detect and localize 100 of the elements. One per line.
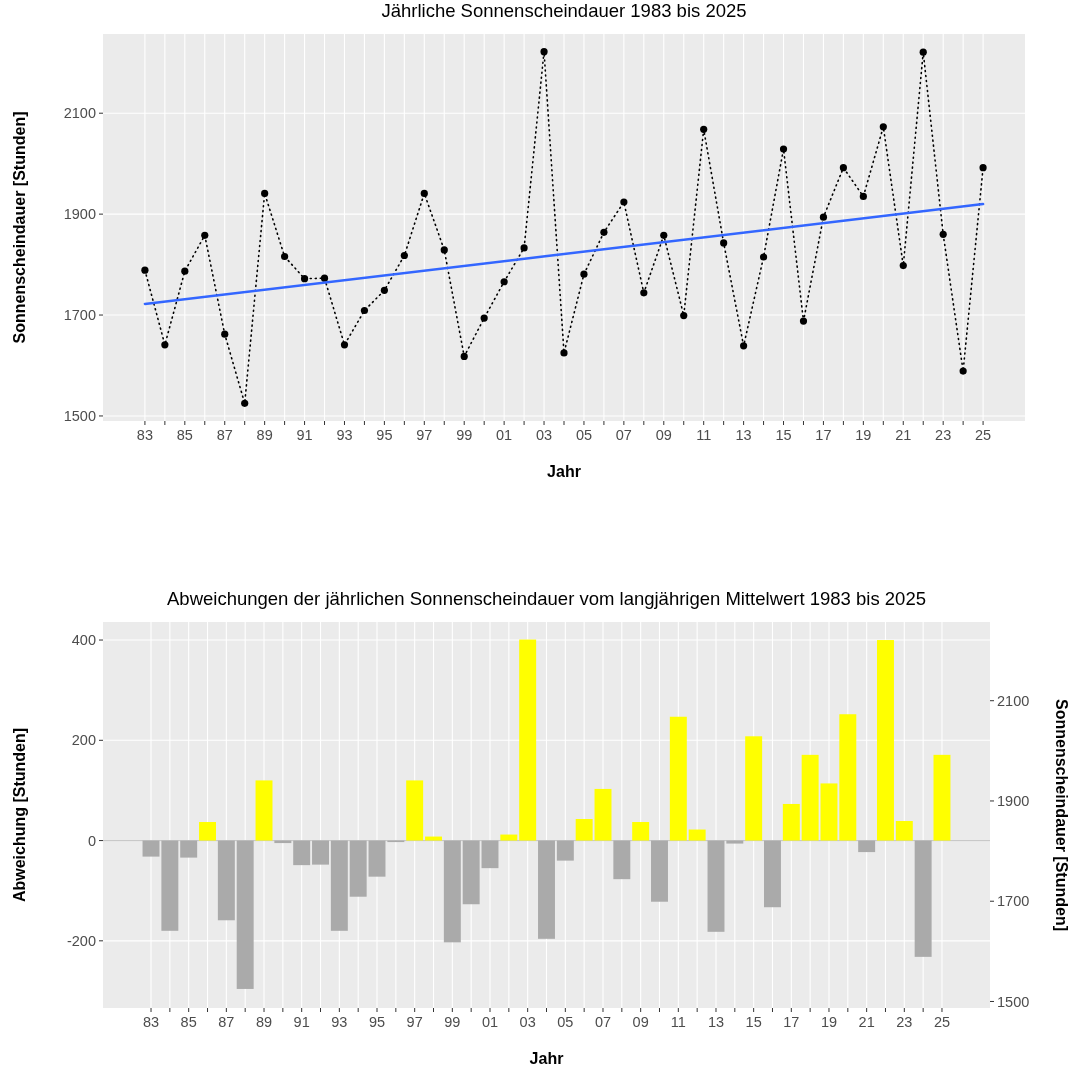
y-tick-label: 1500	[63, 408, 96, 425]
x-tick-label: 09	[632, 1014, 649, 1030]
bar	[255, 780, 273, 841]
y2-tick-label: 1900	[997, 793, 1030, 810]
point	[799, 317, 808, 325]
x-tick-label: 13	[735, 427, 752, 443]
bar	[594, 788, 612, 841]
bar	[632, 822, 650, 841]
point	[740, 342, 748, 350]
y-tick-label: 0	[87, 832, 96, 849]
x-tick-label: 15	[745, 1014, 762, 1030]
point	[141, 266, 149, 274]
point	[440, 246, 448, 254]
point	[340, 341, 349, 349]
x-tick-label: 13	[707, 1014, 725, 1030]
x-tick-label: 17	[783, 1014, 800, 1030]
point	[600, 228, 608, 236]
x-tick-label: 99	[444, 1014, 461, 1030]
bar	[688, 829, 706, 841]
bar	[820, 783, 838, 841]
point	[859, 192, 867, 201]
bar	[839, 714, 857, 841]
bar	[425, 836, 442, 841]
point	[759, 253, 768, 261]
bar	[877, 640, 894, 841]
x-tick-label: 89	[256, 427, 273, 443]
point	[460, 352, 468, 361]
point	[500, 278, 508, 286]
x-tick-label: 83	[136, 427, 153, 443]
x-tick-label: 85	[176, 427, 193, 443]
x-axis-title: Jahr	[529, 1050, 564, 1067]
y-axis-title: Abweichung [Stunden]	[11, 727, 28, 903]
x-tick-label: 19	[855, 427, 872, 443]
bar	[406, 780, 424, 841]
y2-tick-label: 1500	[997, 993, 1030, 1010]
x-tick-label: 07	[615, 427, 632, 443]
point	[779, 145, 788, 153]
point	[261, 189, 269, 198]
chart-title: Jährliche Sonnenscheindauer 1983 bis 2025	[381, 0, 747, 21]
bar	[745, 736, 763, 841]
point	[700, 125, 708, 133]
x-tick-label: 87	[218, 1014, 235, 1030]
x-tick-label: 07	[594, 1014, 612, 1030]
x-tick-label: 95	[376, 427, 393, 443]
point	[899, 262, 907, 270]
x-tick-label: 19	[820, 1014, 838, 1030]
bar	[500, 834, 518, 841]
point	[540, 48, 548, 56]
x-tick-label: 25	[933, 1014, 951, 1030]
point	[660, 231, 668, 239]
point	[320, 274, 329, 282]
point	[720, 239, 728, 247]
x-tick-label: 05	[557, 1014, 574, 1030]
point	[380, 286, 388, 294]
x-axis-title: Jahr	[547, 463, 581, 480]
y-tick-label: 1900	[63, 206, 96, 223]
x-tick-label: 01	[481, 1014, 499, 1030]
y2-tick-label: 2100	[997, 692, 1030, 709]
chart-title: Abweichungen der jährlichen Sonnenscheindauer vom langjährigen Mittelwert 1983 bis 2025	[167, 588, 926, 609]
bar	[199, 822, 216, 841]
x-tick-label: 23	[935, 427, 952, 443]
y-tick-label: 400	[71, 632, 96, 649]
point	[979, 164, 987, 172]
point	[181, 267, 189, 275]
y-tick-label: 1700	[63, 307, 96, 324]
point	[819, 213, 828, 221]
y2-axis-title: Sonnenscheindauer [Stunden]	[1053, 698, 1070, 932]
bar	[801, 754, 819, 841]
point	[420, 189, 428, 198]
x-tick-label: 25	[975, 427, 992, 443]
point	[520, 244, 528, 252]
x-tick-label: 15	[775, 427, 792, 443]
y-tick-label: -200	[66, 932, 96, 949]
y-tick-label: 2100	[63, 105, 96, 122]
point	[161, 341, 169, 349]
x-tick-label: 99	[456, 427, 473, 443]
point	[680, 311, 688, 320]
x-tick-label: 05	[575, 427, 593, 443]
point	[400, 251, 408, 260]
x-tick-label: 89	[255, 1014, 273, 1030]
point	[221, 330, 229, 338]
point	[201, 231, 209, 239]
point	[580, 270, 588, 278]
x-tick-label: 97	[416, 427, 433, 443]
point	[959, 367, 967, 375]
x-tick-label: 11	[670, 1014, 686, 1030]
x-tick-label: 01	[496, 427, 513, 443]
y-axis-title: Sonnenscheindauer [Stunden]	[11, 111, 28, 344]
point	[480, 314, 488, 322]
x-tick-label: 21	[895, 427, 912, 443]
point	[640, 289, 648, 297]
bar	[519, 639, 537, 841]
bar	[669, 716, 687, 841]
x-tick-label: 93	[331, 1014, 348, 1030]
x-tick-label: 23	[896, 1014, 913, 1030]
x-tick-label: 91	[293, 1014, 310, 1030]
x-tick-label: 03	[535, 427, 553, 443]
point	[560, 349, 568, 357]
point	[620, 198, 628, 206]
x-tick-label: 91	[296, 427, 313, 443]
